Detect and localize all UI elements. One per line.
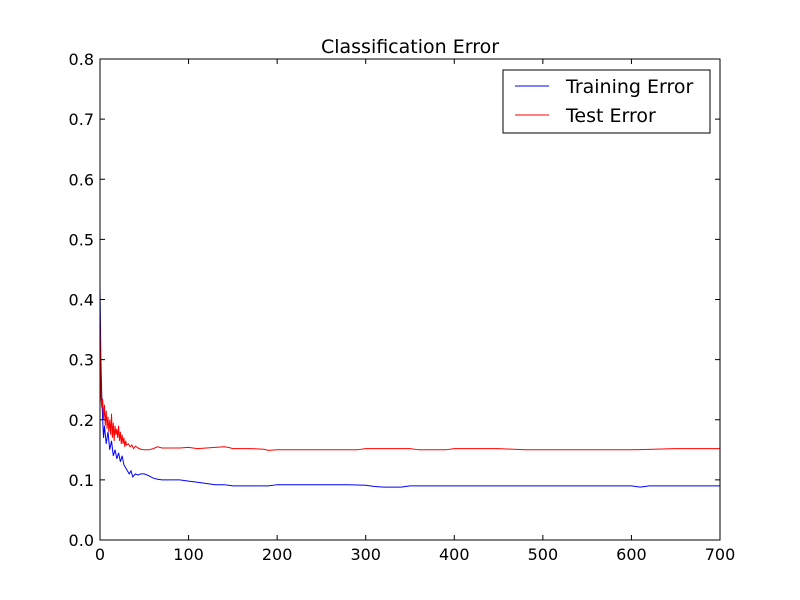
y-tick-label: 0.2 — [69, 411, 94, 430]
x-tick-label: 200 — [262, 545, 293, 564]
y-tick-label: 0.4 — [69, 291, 94, 310]
y-tick-label: 0.1 — [69, 471, 94, 490]
series-line-training-error — [100, 287, 720, 488]
y-tick-label: 0.8 — [69, 50, 94, 69]
x-tick-label: 100 — [173, 545, 204, 564]
y-tick-label: 0.0 — [69, 531, 94, 550]
legend: Training Error Test Error — [502, 69, 711, 134]
y-tick-label: 0.3 — [69, 351, 94, 370]
y-tick-label: 0.6 — [69, 170, 94, 189]
legend-label: Test Error — [565, 105, 656, 127]
legend-box — [502, 69, 711, 134]
x-tick-label: 300 — [350, 545, 381, 564]
y-tick-label: 0.7 — [69, 110, 94, 129]
plot-area: 0 100 200 300 400 500 600 700 0.0 0.1 0.2 0.3 0.4 0.5… — [69, 50, 736, 564]
x-tick-label: 700 — [705, 545, 736, 564]
x-tick-label: 0 — [95, 545, 105, 564]
chart-title: Classification Error — [321, 36, 499, 58]
y-tick-label: 0.5 — [69, 230, 94, 249]
x-tick-label: 400 — [439, 545, 470, 564]
legend-label: Training Error — [565, 76, 694, 98]
x-tick-label: 600 — [616, 545, 647, 564]
x-tick-label: 500 — [528, 545, 559, 564]
series-line-test-error — [100, 311, 720, 451]
